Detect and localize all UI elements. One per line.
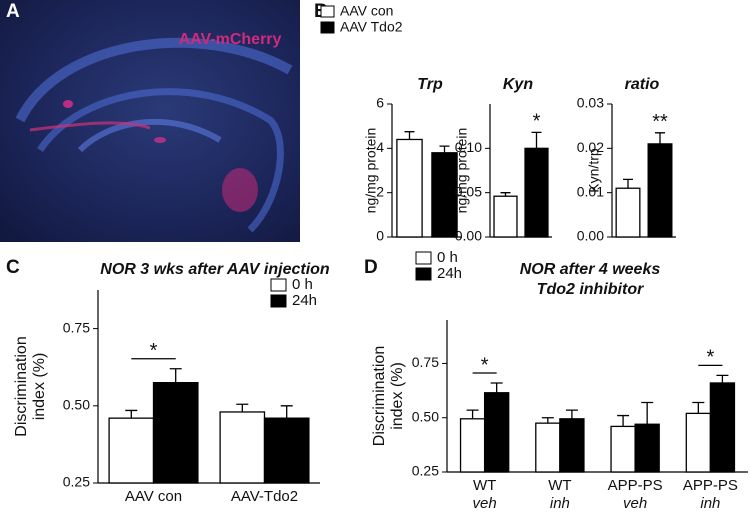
error-bar — [541, 417, 554, 424]
y-tick-label: 4 — [376, 139, 384, 155]
x-tick-label: AAV-Tdo2 — [231, 488, 298, 505]
bar — [396, 138, 423, 238]
panel-label: A — [6, 1, 20, 22]
chart-title: NOR after 4 weeks — [520, 261, 661, 278]
bar — [108, 417, 155, 484]
y-tick-label: 2 — [376, 183, 384, 199]
y-tick-label: 0.05 — [455, 183, 482, 199]
y-tick-label: 0.02 — [577, 139, 604, 155]
y-tick-label: 0.03 — [577, 95, 604, 111]
legend-label: 0 h — [437, 249, 458, 266]
error-bar — [125, 409, 138, 419]
bar — [459, 418, 486, 473]
chart-title: NOR 3 wks after AAV injection — [100, 261, 330, 278]
x-tick-label: APP-PS — [683, 477, 738, 494]
significance: * — [533, 111, 541, 133]
bar — [263, 417, 310, 484]
error-bar — [692, 401, 705, 414]
legend-label: 24h — [437, 265, 462, 282]
bar — [610, 425, 636, 473]
legend-swatch — [270, 278, 287, 292]
legend-label: AAV Tdo2 — [340, 19, 403, 35]
y-tick-label: 6 — [376, 95, 384, 111]
chart-title: Tdo2 inhibitor — [537, 281, 644, 298]
significance: * — [481, 354, 489, 376]
x-tick-label: inh — [700, 495, 720, 512]
error-bar — [641, 401, 654, 425]
error-bar — [169, 368, 182, 383]
error-bar — [236, 403, 249, 412]
micrograph — [0, 0, 300, 242]
y-tick-label: 0.75 — [412, 354, 439, 370]
x-tick-label: WT — [473, 477, 496, 494]
x-tick-label: veh — [623, 495, 647, 512]
bar — [219, 411, 266, 484]
y-axis-label: ng/mg protein — [363, 128, 379, 214]
bar — [524, 147, 549, 238]
y-tick-label: 0.00 — [455, 228, 482, 244]
error-bar — [280, 405, 293, 419]
error-bar — [490, 382, 503, 393]
bar — [685, 412, 712, 473]
y-tick-label: 0.75 — [63, 319, 90, 335]
x-tick-label: veh — [473, 495, 497, 512]
error-bar — [623, 178, 633, 189]
error-bar — [655, 132, 665, 144]
y-tick-label: 0.10 — [455, 139, 482, 155]
error-bar — [439, 145, 450, 153]
legend-label: 24h — [292, 292, 317, 309]
y-tick-label: 0.25 — [412, 463, 439, 479]
error-bar — [531, 131, 542, 149]
y-axis-label: Discrimination — [371, 346, 388, 446]
bar — [535, 422, 561, 473]
image-label: AAV-mCherry — [179, 31, 282, 48]
x-tick-label: inh — [550, 495, 570, 512]
x-tick-label: AAV con — [125, 488, 182, 505]
y-axis-label: Discrimination — [13, 336, 30, 436]
bar — [152, 381, 199, 484]
legend-label: AAV con — [340, 3, 393, 19]
y-tick-label: 0.50 — [412, 408, 439, 424]
y-axis-label: index (%) — [31, 353, 48, 421]
significance: ** — [652, 111, 668, 133]
x-tick-label: APP-PS — [608, 477, 663, 494]
panel-label: C — [6, 257, 20, 278]
x-tick-label: WT — [548, 477, 571, 494]
error-bar — [565, 409, 578, 419]
y-tick-label: 0.25 — [63, 474, 90, 490]
bar — [709, 382, 736, 473]
error-bar — [617, 414, 630, 427]
y-tick-label: 0 — [376, 228, 384, 244]
y-axis-label: index (%) — [389, 362, 406, 430]
bar — [615, 187, 641, 238]
significance: * — [150, 340, 158, 362]
y-tick-label: 0.00 — [577, 228, 604, 244]
legend-swatch — [415, 251, 432, 265]
chart-title: Trp — [417, 76, 443, 93]
y-tick-label: 0.50 — [63, 397, 90, 413]
error-bar — [466, 409, 479, 419]
legend-swatch — [320, 21, 335, 34]
legend-swatch — [320, 5, 335, 18]
legend-swatch — [415, 267, 432, 281]
bar — [647, 143, 673, 238]
bar — [559, 418, 585, 473]
significance: * — [706, 347, 714, 369]
legend-label: 0 h — [292, 276, 313, 293]
panel-label: D — [364, 257, 378, 278]
legend-swatch — [270, 294, 287, 308]
bar — [431, 152, 458, 238]
y-axis-label: ng/mg protein — [454, 128, 470, 214]
error-bar — [404, 131, 415, 140]
chart-title: Kyn — [503, 76, 533, 93]
chart-title: ratio — [625, 76, 660, 93]
y-tick-label: 0.01 — [577, 183, 604, 199]
bar — [493, 195, 518, 238]
y-axis-label: Kyn/trp — [586, 148, 602, 193]
error-bar — [716, 374, 729, 383]
bar — [634, 423, 660, 473]
bar — [483, 392, 510, 473]
